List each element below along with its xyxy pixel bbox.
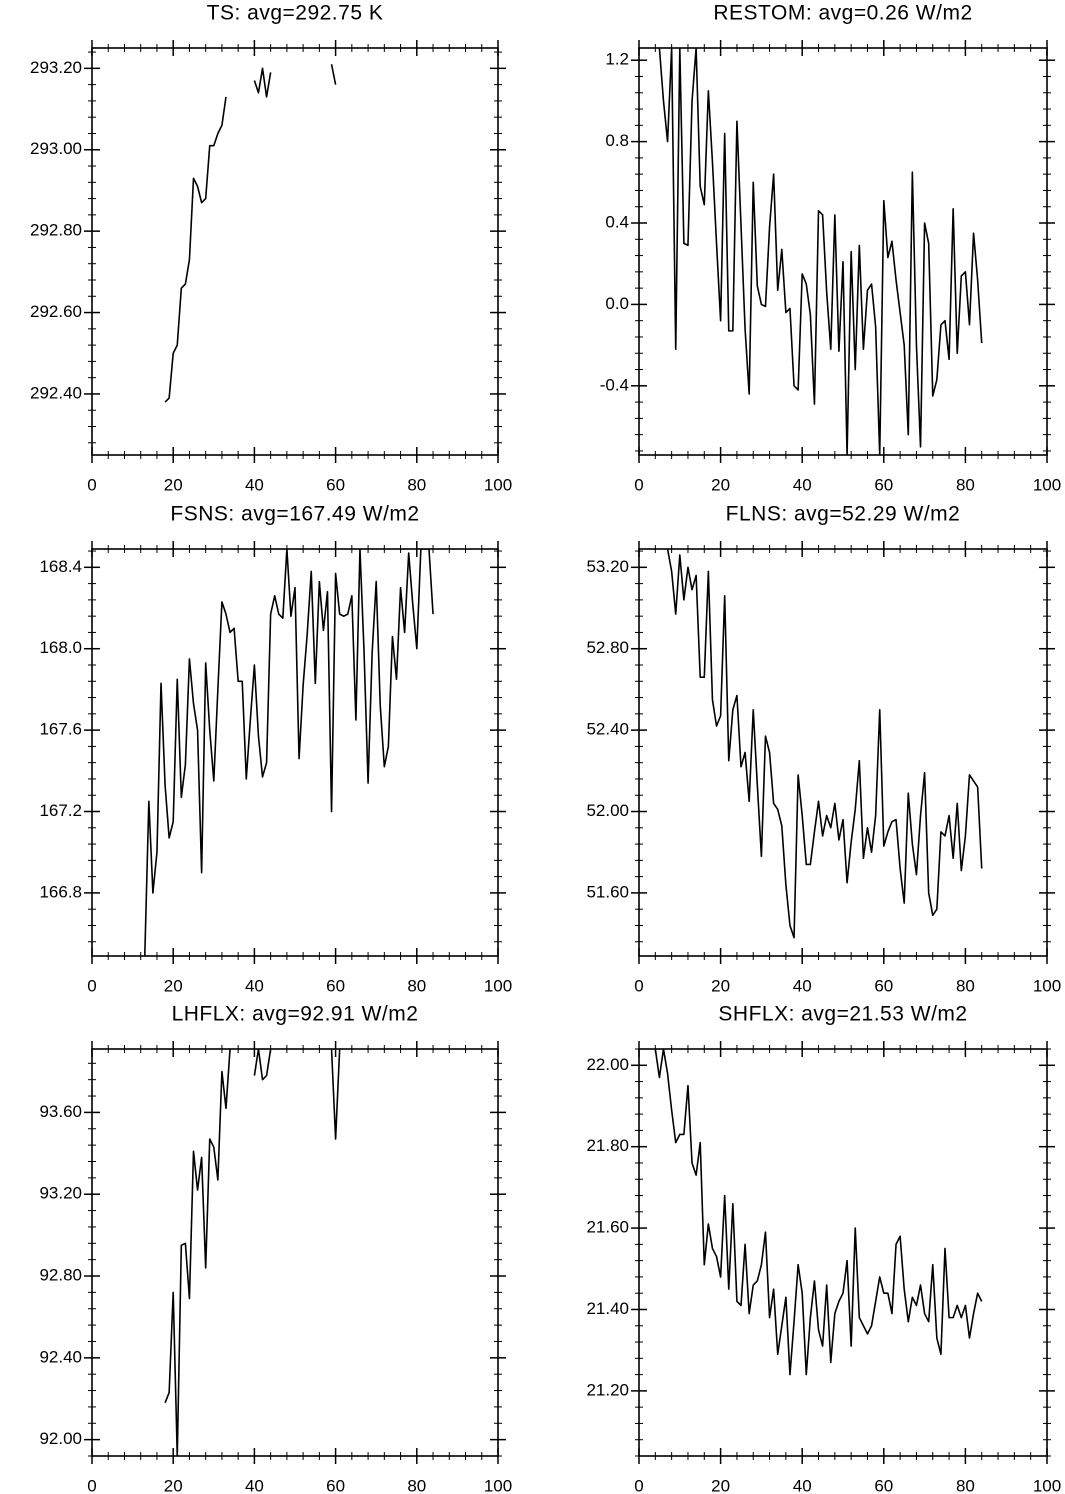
y-tick-label: 52.00 [586, 801, 629, 820]
plot-frame [638, 548, 1048, 957]
data-line [666, 549, 983, 939]
x-tick-label: 40 [793, 1476, 812, 1494]
data-line [143, 549, 434, 956]
y-tick-label: 0.4 [605, 212, 629, 231]
x-tick-label: 40 [793, 976, 812, 995]
plot-frame [91, 1048, 499, 1457]
y-tick-label: 293.20 [30, 58, 82, 77]
x-tick-label: 0 [87, 475, 96, 494]
x-tick-label: 20 [164, 1476, 183, 1494]
x-tick-label: 60 [326, 1476, 345, 1494]
y-tick-label: 0.8 [605, 131, 629, 150]
data-line [658, 48, 983, 455]
x-tick-label: 20 [164, 475, 183, 494]
x-tick-label: 20 [711, 976, 730, 995]
data-line [164, 1049, 341, 1456]
y-tick-label: 21.20 [586, 1380, 629, 1399]
panel-title: LHFLX: avg=92.91 W/m2 [172, 1003, 419, 1026]
y-tick-label: 292.80 [30, 221, 82, 240]
x-tick-label: 0 [634, 976, 643, 995]
y-tick-label: 1.2 [605, 50, 629, 69]
x-tick-label: 40 [245, 475, 264, 494]
x-tick-label: 80 [407, 976, 426, 995]
x-tick-label: 100 [1033, 475, 1061, 494]
y-tick-label: 21.40 [586, 1299, 629, 1318]
y-tick-label: 167.6 [39, 720, 82, 739]
x-tick-label: 60 [326, 976, 345, 995]
y-tick-label: 21.60 [586, 1218, 629, 1237]
y-tick-label: 167.2 [39, 801, 82, 820]
panel-title: FSNS: avg=167.49 W/m2 [170, 503, 419, 526]
x-tick-label: 0 [634, 1476, 643, 1494]
panel: SHFLX: avg=21.53 W/m2 21.20 21.40 21.60 21.8… [586, 1003, 1061, 1494]
y-tick-label: 292.60 [30, 302, 82, 321]
y-tick-label: 292.40 [30, 383, 82, 402]
data-line [164, 64, 337, 403]
x-tick-label: 0 [634, 475, 643, 494]
x-tick-label: 20 [711, 475, 730, 494]
y-tick-label: 0.0 [605, 294, 629, 313]
panel: FSNS: avg=167.49 W/m2 166.8 167.2 167.6 168.… [39, 503, 512, 996]
x-tick-label: 40 [793, 475, 812, 494]
x-tick-label: 60 [874, 475, 893, 494]
x-tick-label: 60 [326, 475, 345, 494]
y-tick-label: 93.60 [39, 1102, 82, 1121]
y-tick-label: 166.8 [39, 882, 82, 901]
panel: TS: avg=292.75 K 292.40 292.60 292.80 293.00… [30, 2, 512, 495]
x-tick-label: 40 [245, 1476, 264, 1494]
panel-title: FLNS: avg=52.29 W/m2 [726, 503, 961, 526]
x-tick-label: 0 [87, 1476, 96, 1494]
x-tick-label: 100 [484, 475, 512, 494]
panel: FLNS: avg=52.29 W/m2 51.60 52.00 52.40 52.80… [586, 503, 1061, 996]
y-tick-label: 293.00 [30, 139, 82, 158]
x-tick-label: 100 [484, 976, 512, 995]
plot-frame [91, 548, 499, 957]
y-tick-label: -0.4 [600, 375, 629, 394]
x-tick-label: 20 [711, 1476, 730, 1494]
x-tick-label: 80 [407, 475, 426, 494]
panel: RESTOM: avg=0.26 W/m2 -0.4 0.0 0.4 0.8 1.2 0 20… [600, 2, 1061, 495]
plot-frame [638, 47, 1048, 456]
panel-title: RESTOM: avg=0.26 W/m2 [713, 2, 972, 25]
x-tick-label: 60 [874, 976, 893, 995]
plot-frame [638, 1048, 1048, 1457]
x-tick-label: 0 [87, 976, 96, 995]
x-tick-label: 100 [1033, 976, 1061, 995]
y-tick-label: 92.00 [39, 1429, 82, 1448]
x-tick-label: 100 [484, 1476, 512, 1494]
y-tick-label: 53.20 [586, 557, 629, 576]
y-tick-label: 92.40 [39, 1347, 82, 1366]
panel-title: TS: avg=292.75 K [207, 2, 384, 25]
y-tick-label: 168.4 [39, 557, 82, 576]
plot-frame [91, 47, 499, 456]
x-tick-label: 80 [956, 976, 975, 995]
y-tick-label: 22.00 [586, 1055, 629, 1074]
y-tick-label: 21.80 [586, 1136, 629, 1155]
x-tick-label: 40 [245, 976, 264, 995]
y-tick-label: 93.20 [39, 1184, 82, 1203]
y-tick-label: 92.80 [39, 1266, 82, 1285]
x-tick-label: 80 [956, 1476, 975, 1494]
x-tick-label: 100 [1033, 1476, 1061, 1494]
y-tick-label: 51.60 [586, 882, 629, 901]
y-tick-label: 168.0 [39, 638, 82, 657]
x-tick-label: 20 [164, 976, 183, 995]
panel: LHFLX: avg=92.91 W/m2 92.00 92.40 92.80 93.2… [39, 1003, 512, 1494]
data-line [654, 1049, 983, 1376]
x-tick-label: 80 [956, 475, 975, 494]
x-tick-label: 60 [874, 1476, 893, 1494]
y-tick-label: 52.80 [586, 638, 629, 657]
x-tick-label: 80 [407, 1476, 426, 1494]
y-tick-label: 52.40 [586, 720, 629, 739]
panel-title: SHFLX: avg=21.53 W/m2 [718, 1003, 967, 1026]
